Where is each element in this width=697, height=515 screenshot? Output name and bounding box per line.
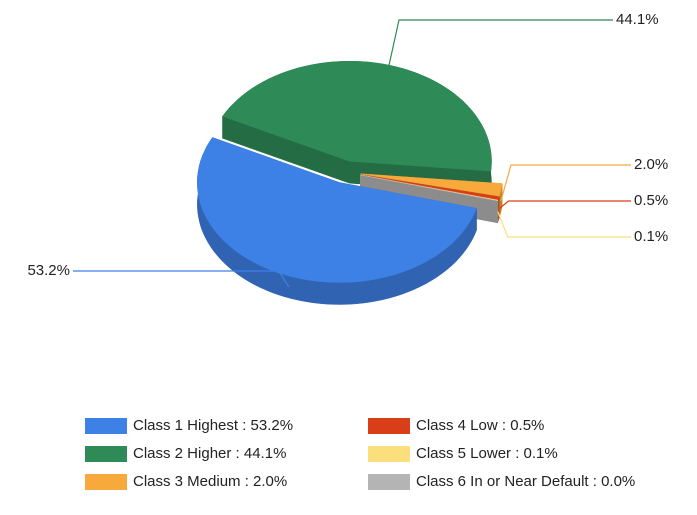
legend-label: Class 5 Lower : 0.1% [416,445,558,462]
pie-slice [360,174,498,202]
pie-area: 53.2% 44.1% 2.0% 0.5% 0.1% [27,11,668,305]
leader-line [497,211,631,238]
legend-label: Class 3 Medium : 2.0% [133,473,288,490]
legend-swatch [85,474,127,490]
legend-swatch [368,446,410,462]
data-label: 0.5% [634,192,668,209]
leader-line [498,200,631,210]
data-label: 44.1% [616,11,659,28]
leader-line [388,19,613,66]
legend: Class 1 Highest : 53.2% Class 4 Low : 0.5… [85,416,665,492]
legend-label: Class 6 In or Near Default : 0.0% [416,473,636,490]
legend-item: Class 4 Low : 0.5% [368,416,658,436]
legend-item: Class 2 Higher : 44.1% [85,444,368,464]
leader-line [500,164,631,202]
data-label: 0.1% [634,228,668,245]
data-label: 53.2% [27,262,70,279]
legend-item: Class 5 Lower : 0.1% [368,444,658,464]
pie-slice [222,61,492,172]
legend-item: Class 3 Medium : 2.0% [85,472,368,492]
legend-label: Class 4 Low : 0.5% [416,417,545,434]
legend-item: Class 6 In or Near Default : 0.0% [368,472,658,492]
pie-slice [360,173,503,197]
pie-slice [197,137,477,283]
legend-swatch [85,446,127,462]
legend-label: Class 2 Higher : 44.1% [133,445,287,462]
legend-swatch [368,418,410,434]
legend-item: Class 1 Highest : 53.2% [85,416,368,436]
leader-line [73,270,290,288]
data-label: 2.0% [634,156,668,173]
legend-swatch [85,418,127,434]
legend-label: Class 1 Highest : 53.2% [133,417,294,434]
legend-swatch [368,474,410,490]
